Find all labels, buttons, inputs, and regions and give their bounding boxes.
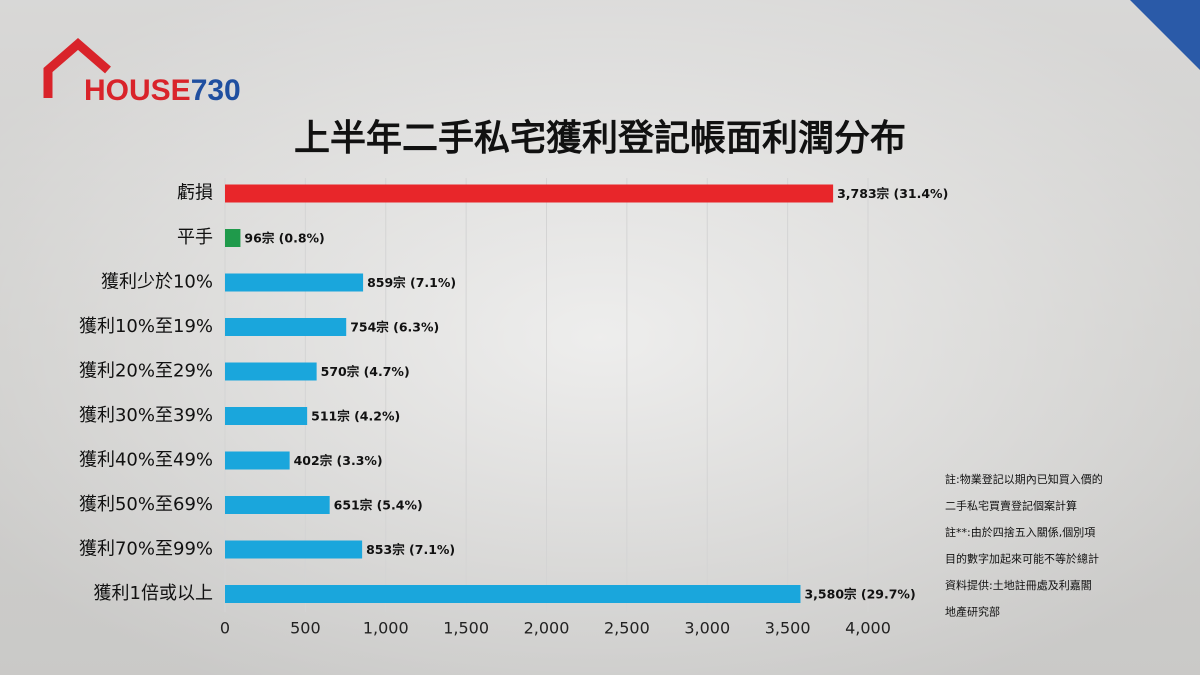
x-tick-label: 1,500 (443, 619, 489, 638)
y-tick-label: 平手 (177, 227, 213, 248)
bar (225, 540, 363, 559)
annotation: 地產研究部 (945, 605, 1000, 619)
logo-part: 730 (191, 74, 241, 107)
corner-accent (1130, 0, 1200, 70)
bar (225, 318, 347, 336)
value-label: 754宗 (6.3%) (350, 320, 439, 335)
bar (225, 184, 834, 203)
x-tick-label: 1,000 (363, 619, 409, 638)
logo-house (43, 38, 111, 98)
bar (225, 273, 364, 292)
value-label: 3,580宗 (29.7%) (804, 587, 915, 602)
value-label: 853宗 (7.1%) (366, 542, 455, 557)
annotation: 二手私宅買賣登記個案計算 (945, 499, 1077, 513)
bar (225, 407, 308, 425)
x-tick-label: 2,500 (604, 619, 650, 638)
value-label: 3,783宗 (31.4%) (837, 186, 948, 201)
annotation: 目的數字加起來可能不等於總計 (945, 552, 1099, 566)
x-tick-label: 0 (220, 619, 230, 638)
y-tick-label: 獲利50%至69% (79, 494, 213, 515)
value-label: 570宗 (4.7%) (321, 364, 410, 379)
chart-title: 上半年二手私宅獲利登記帳面利潤分布 (294, 117, 906, 159)
x-tick-label: 500 (290, 619, 321, 638)
annotation: 註**:由於四捨五入關係,個別項 (945, 525, 1095, 539)
x-tick-label: 4,000 (845, 619, 891, 638)
y-tick-label: 獲利40%至49% (79, 450, 213, 471)
bar (225, 229, 241, 247)
value-label: 651宗 (5.4%) (334, 498, 423, 513)
value-label: 511宗 (4.2%) (311, 409, 400, 424)
bar (225, 585, 801, 603)
y-tick-label: 獲利20%至29% (79, 361, 213, 382)
bar (225, 496, 330, 514)
bar (225, 451, 290, 470)
y-tick-label: 獲利1倍或以上 (94, 583, 213, 604)
y-tick-label: 獲利70%至99% (79, 539, 213, 560)
x-tick-label: 2,000 (524, 619, 570, 638)
logo: HOUSE730 (43, 38, 241, 107)
annotation: 資料提供:土地註冊處及利嘉閣 (945, 578, 1092, 592)
x-tick-label: 3,500 (765, 619, 811, 638)
bar (225, 362, 317, 381)
y-tick-label: 獲利30%至39% (79, 405, 213, 426)
value-label: 96宗 (0.8%) (244, 231, 324, 246)
logo-part: HOUSE (84, 74, 191, 107)
y-tick-label: 獲利少於10% (101, 272, 213, 293)
y-tick-label: 獲利10%至19% (79, 316, 213, 337)
x-tick-label: 3,000 (684, 619, 730, 638)
annotation: 註:物業登記以期內已知買入價的 (945, 472, 1103, 486)
y-tick-label: 虧損 (177, 183, 213, 204)
logo-text: HOUSE730 (84, 74, 241, 107)
value-label: 402宗 (3.3%) (294, 453, 383, 468)
value-label: 859宗 (7.1%) (367, 275, 456, 290)
